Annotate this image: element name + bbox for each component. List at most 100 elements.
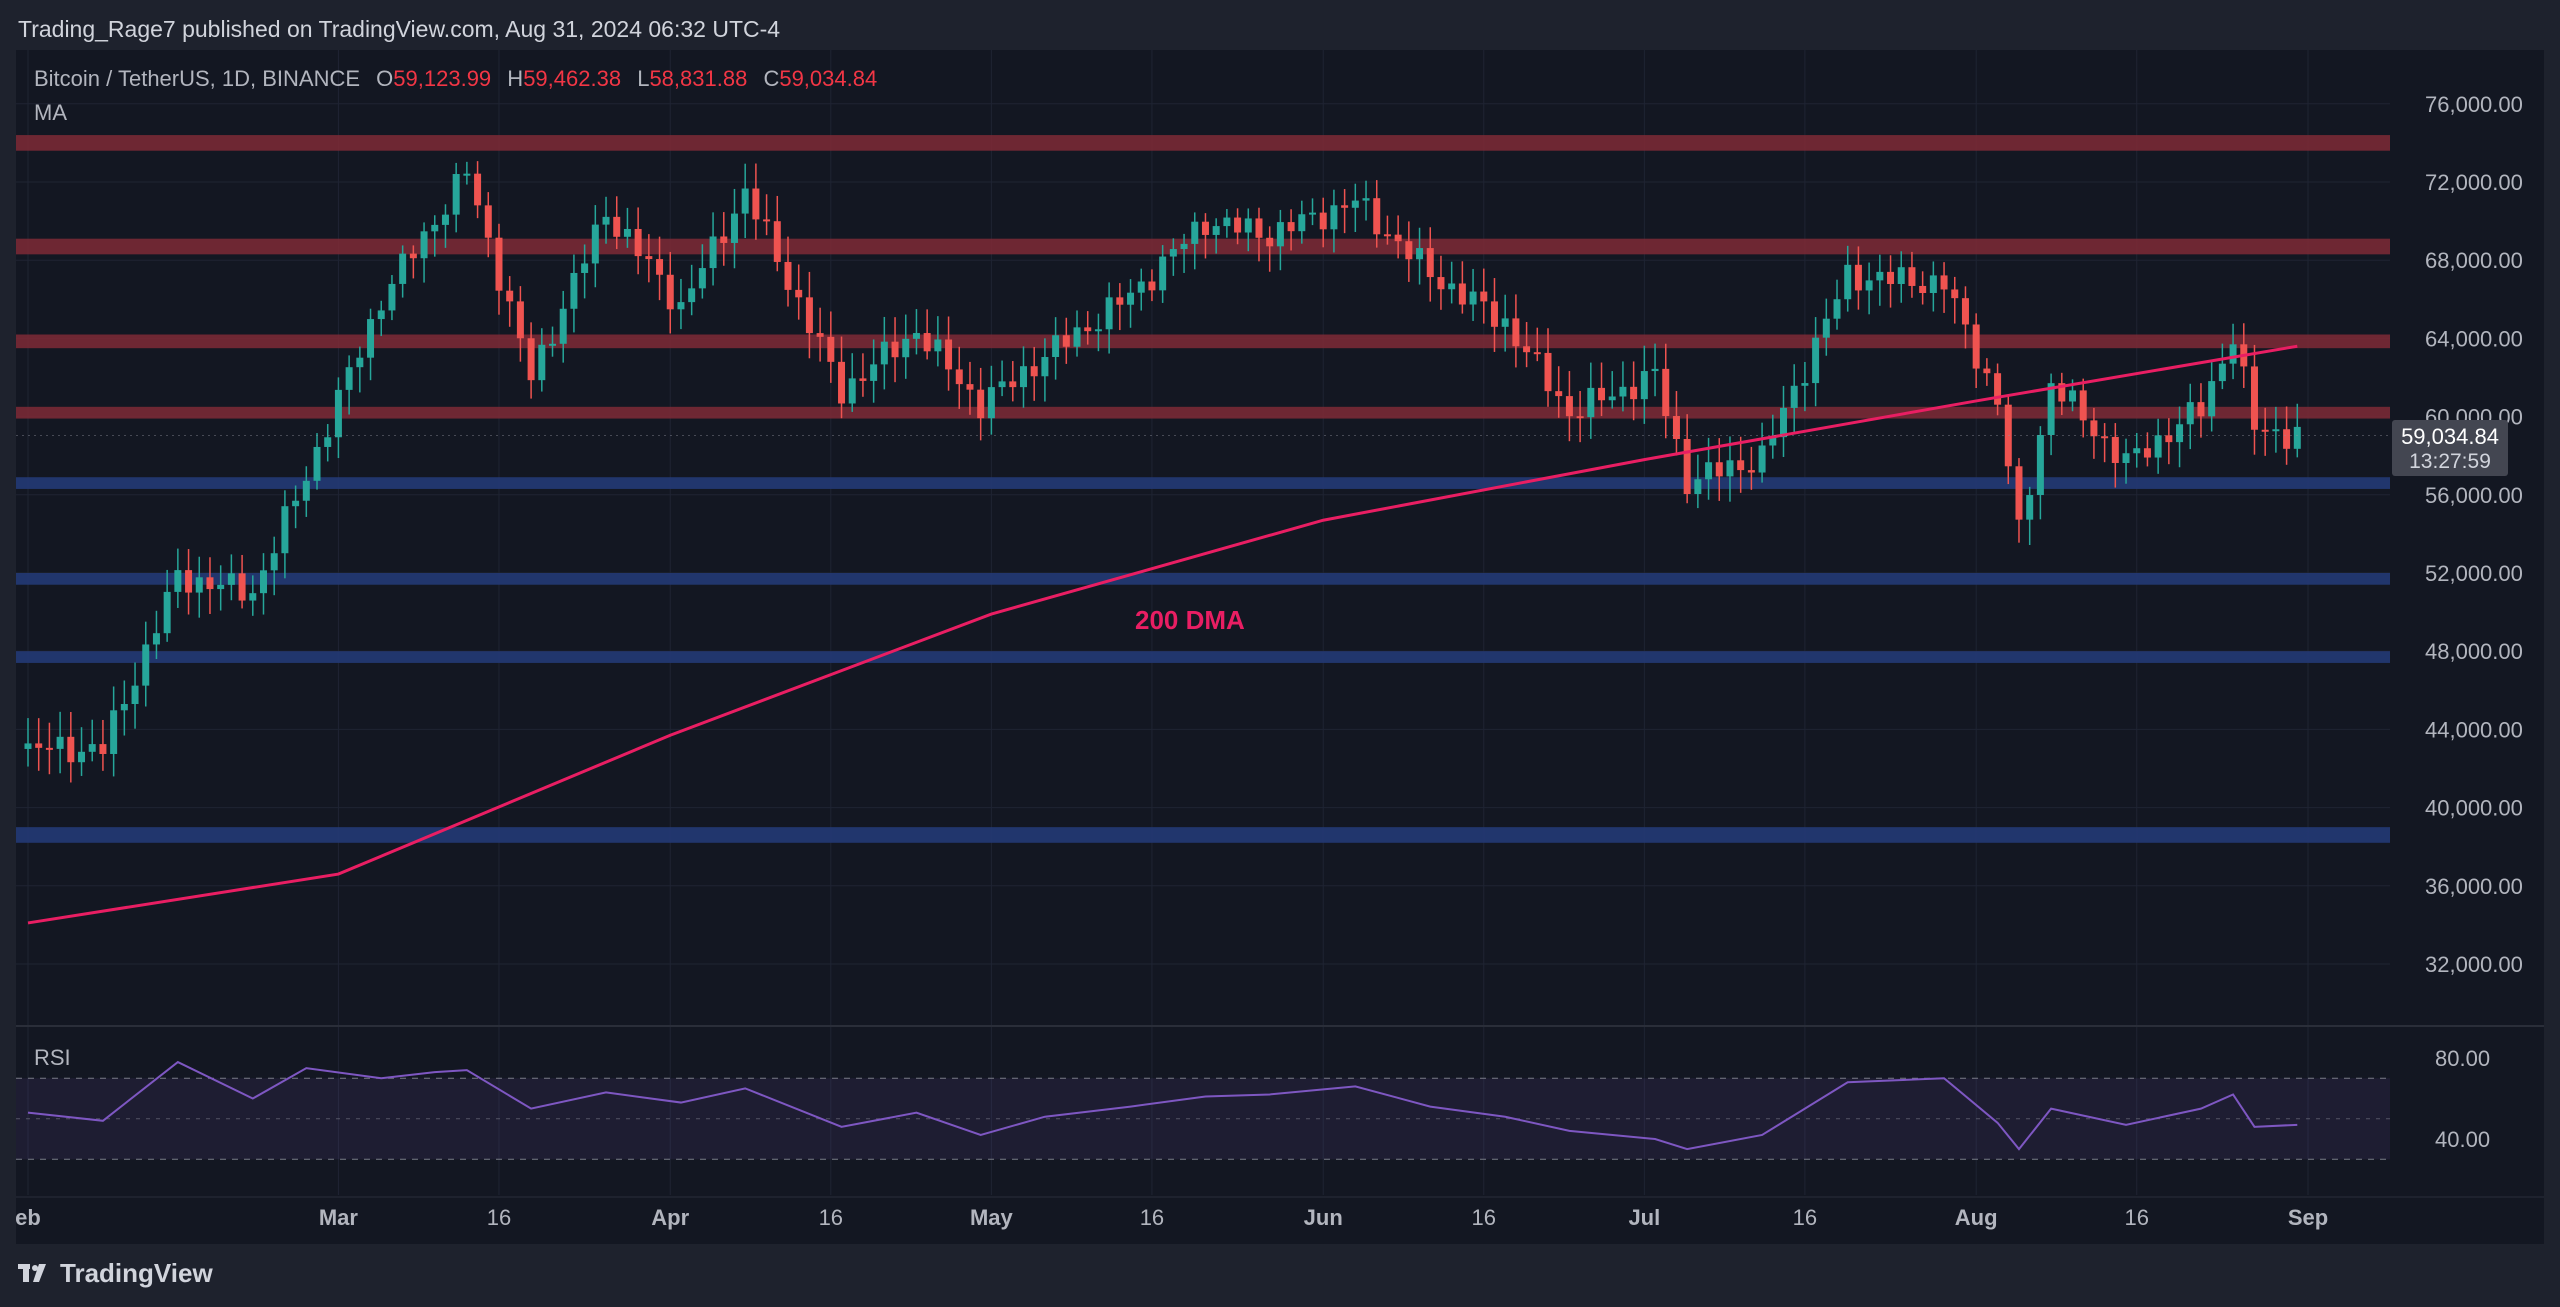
candle-body (741, 188, 749, 214)
candle-body (1212, 226, 1220, 235)
candle-body (1201, 221, 1209, 235)
rsi-band (16, 1078, 2390, 1160)
candle-body (152, 633, 160, 645)
candle-body (2026, 495, 2034, 520)
candle-body (1276, 222, 1284, 247)
chart-area[interactable]: 76,000.00 72,000.00 68,000.00 64,000.00 60,0… (16, 50, 2544, 1244)
candle-body (2165, 435, 2173, 443)
symbol-title: Bitcoin / TetherUS, 1D, BINANCE (34, 66, 361, 91)
candle-body (805, 297, 813, 334)
tradingview-brand: TradingView (60, 1258, 213, 1288)
candle-body (356, 357, 364, 368)
candle-body (1490, 301, 1498, 327)
candle-body (634, 228, 642, 257)
candle-body (1801, 383, 1809, 386)
candle-body (1747, 470, 1755, 473)
candle-body (506, 290, 514, 302)
candle-body (1137, 281, 1145, 293)
candle-body (730, 213, 738, 243)
candle-body (185, 570, 193, 593)
candle-body (1341, 205, 1349, 208)
candle-body (377, 310, 385, 320)
support-zone-0 (16, 477, 2390, 489)
candle-body (1983, 368, 1991, 374)
candle-body (2186, 402, 2194, 425)
candle-body (163, 591, 171, 634)
resistance-zone-0 (16, 135, 2390, 151)
candle-body (2176, 424, 2184, 443)
candle-body (463, 173, 471, 176)
high-key: H (507, 66, 524, 91)
candle-body (955, 369, 963, 385)
x-tick-label: Sep (2288, 1205, 2328, 1230)
bar-countdown: 13:27:59 (2409, 450, 2491, 473)
x-tick-label: Mar (319, 1205, 359, 1230)
candle-body (495, 237, 503, 291)
candle-body (2261, 429, 2269, 432)
candle-body (720, 236, 728, 243)
support-zone-1 (16, 573, 2390, 585)
candle-body (1234, 217, 1242, 233)
candle-body (1994, 373, 2002, 405)
candle-body (677, 302, 685, 310)
x-tick-label: Jul (1628, 1205, 1660, 1230)
rsi-line (27, 1060, 2298, 1151)
candle-body (1426, 248, 1434, 278)
candle-body (1587, 387, 1595, 418)
candle-body (35, 743, 43, 748)
candle-body (1705, 462, 1713, 480)
candle-body (2272, 429, 2280, 432)
y-tick-label: 56,000.00 (2425, 483, 2523, 508)
candle-body (2208, 381, 2216, 417)
x-tick-label: 16 (2124, 1205, 2148, 1230)
candle-body (1266, 237, 1274, 247)
chart-svg[interactable]: 76,000.0072,000.0068,000.0064,000.0060,0… (16, 50, 2544, 1244)
candle-body (388, 283, 396, 311)
candle-body (259, 570, 267, 594)
candle-body (1865, 280, 1873, 291)
candle-body (1769, 437, 1777, 446)
candle-body (1876, 271, 1884, 281)
y-tick-label: 64,000.00 (2425, 326, 2523, 351)
candle-body (292, 500, 300, 507)
candle-body (1223, 217, 1231, 227)
candle-body (1469, 291, 1477, 305)
close-key: C (763, 66, 780, 91)
x-tick-label: Aug (1955, 1205, 1998, 1230)
candle-body (2229, 344, 2237, 364)
candle-body (2283, 429, 2291, 449)
candle-body (2069, 390, 2077, 402)
tradingview-logo[interactable]: TradingView (18, 1258, 213, 1289)
candle-body (1159, 256, 1167, 291)
candle-body (1351, 200, 1359, 208)
ma-indicator-label[interactable]: MA (34, 100, 67, 125)
candle-body (1672, 416, 1680, 440)
candle-body (2143, 448, 2151, 458)
candle-body (848, 378, 856, 404)
candle-body (1726, 460, 1734, 477)
ma-200-line (27, 344, 2298, 925)
candle-body (2154, 435, 2162, 458)
resistance-zone-3 (16, 406, 2390, 419)
rsi-indicator-label[interactable]: RSI (34, 1045, 71, 1070)
candle-body (1555, 391, 1563, 397)
candle-body (1180, 243, 1188, 250)
candle-body (923, 333, 931, 352)
candle-body (2047, 383, 2055, 436)
candle-body (409, 253, 417, 259)
x-tick-label: 16 (1472, 1205, 1496, 1230)
candle-body (816, 333, 824, 337)
y-tick-label: 40,000.00 (2425, 796, 2523, 821)
candle-body (131, 685, 139, 705)
candle-body (1972, 324, 1980, 369)
candle-body (1009, 381, 1017, 388)
candle-body (399, 253, 407, 284)
x-tick-label: Apr (651, 1205, 689, 1230)
candle-body (1929, 275, 1937, 293)
candle-body (431, 224, 439, 232)
candle-body (1416, 248, 1424, 260)
footer-bar (0, 1244, 2560, 1307)
candle-body (1544, 352, 1552, 392)
candle-body (1041, 357, 1049, 377)
candle-body (2293, 426, 2301, 449)
